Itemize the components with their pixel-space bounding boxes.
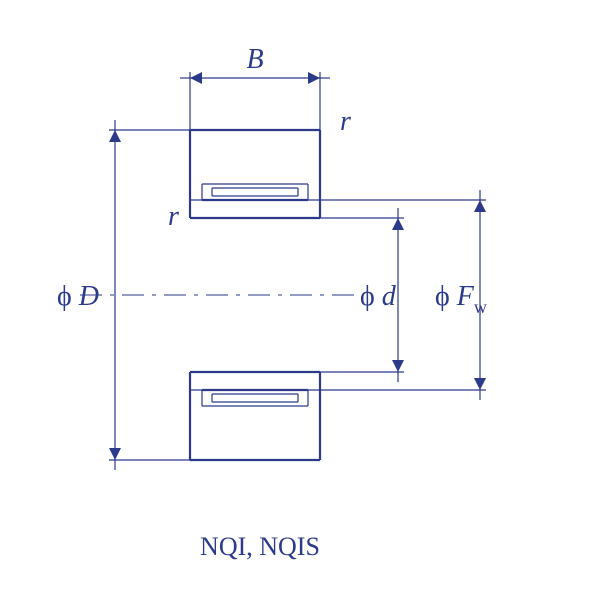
dim-r-label-1: r xyxy=(168,201,179,232)
diagram-title: NQI, NQIS xyxy=(200,532,320,561)
dim-B-label: B xyxy=(246,44,263,75)
dim-D-label: ϕ D xyxy=(57,281,99,312)
dim-r-label-0: r xyxy=(340,106,351,137)
dim-d-label: ϕ d xyxy=(360,281,397,312)
